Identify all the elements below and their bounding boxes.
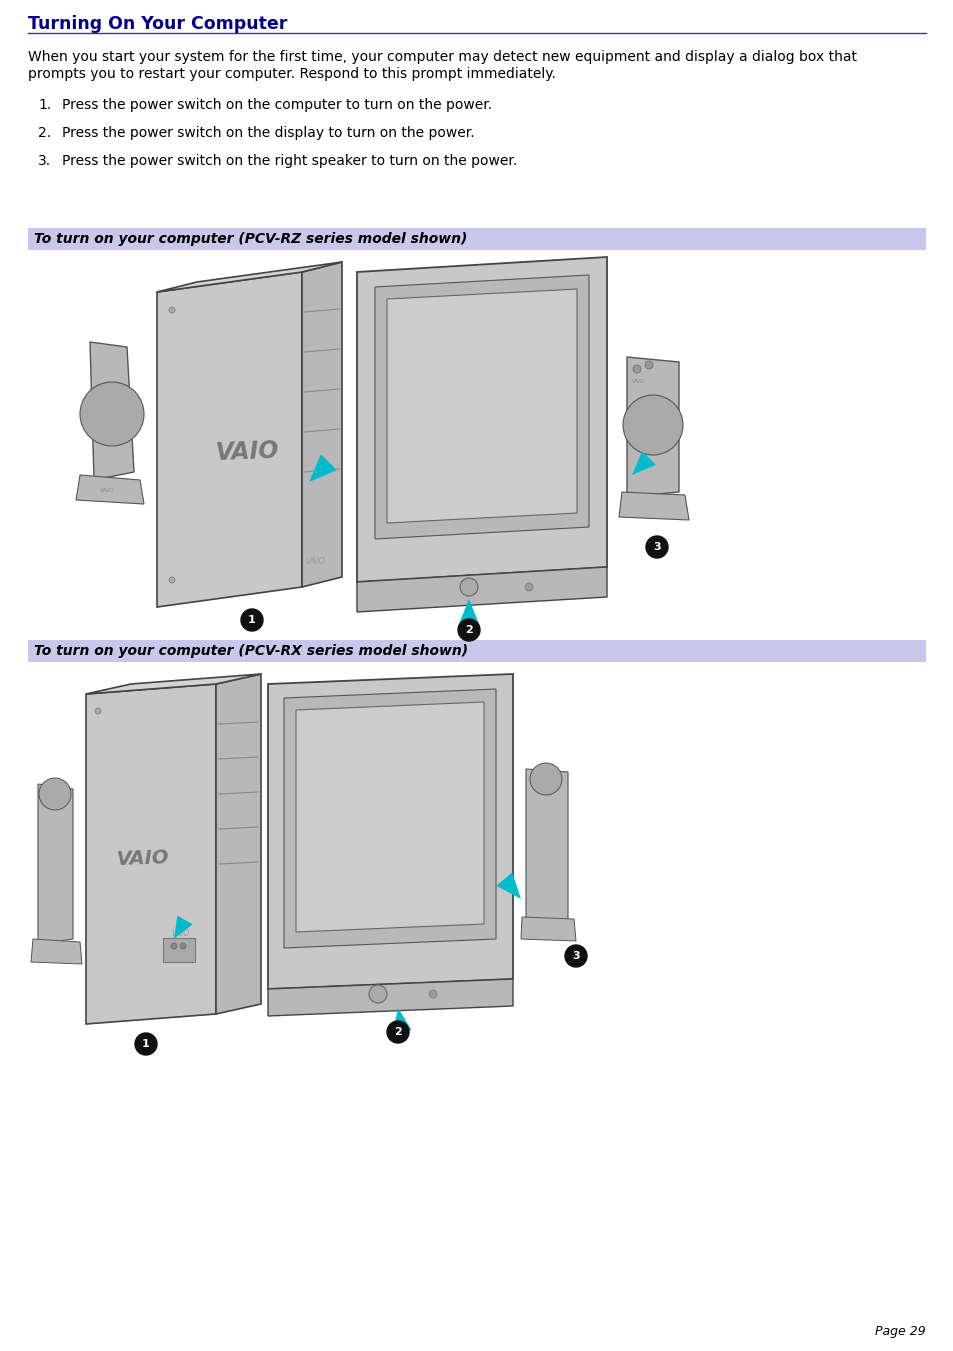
Circle shape (95, 708, 101, 713)
Polygon shape (626, 357, 679, 497)
Circle shape (369, 985, 387, 1002)
Circle shape (524, 584, 533, 590)
Circle shape (564, 944, 586, 967)
Bar (28, 228, 925, 250)
Text: 3.: 3. (38, 154, 51, 168)
Text: 2: 2 (465, 626, 473, 635)
Text: Press the power switch on the computer to turn on the power.: Press the power switch on the computer t… (62, 99, 492, 112)
Polygon shape (86, 684, 215, 1024)
Circle shape (622, 394, 682, 455)
Circle shape (135, 1034, 157, 1055)
Circle shape (429, 990, 436, 998)
Circle shape (457, 619, 479, 640)
Circle shape (241, 609, 263, 631)
Circle shape (530, 763, 561, 794)
Text: VAIO: VAIO (214, 439, 279, 465)
Text: VAIO: VAIO (305, 558, 325, 566)
Circle shape (80, 382, 144, 446)
Circle shape (387, 1021, 409, 1043)
Text: 1: 1 (248, 615, 255, 626)
Circle shape (644, 361, 652, 369)
Polygon shape (295, 703, 483, 932)
Polygon shape (284, 689, 496, 948)
FancyBboxPatch shape (163, 938, 194, 962)
Circle shape (645, 536, 667, 558)
Polygon shape (302, 262, 341, 586)
Circle shape (171, 943, 177, 948)
Circle shape (39, 778, 71, 811)
Circle shape (169, 307, 174, 313)
Text: 2.: 2. (38, 126, 51, 141)
Text: When you start your system for the first time, your computer may detect new equi: When you start your system for the first… (28, 50, 856, 63)
Polygon shape (30, 939, 82, 965)
Polygon shape (268, 674, 513, 989)
Polygon shape (387, 289, 577, 523)
Polygon shape (157, 262, 341, 292)
Text: VAIO: VAIO (116, 848, 170, 870)
Text: 3: 3 (572, 951, 579, 961)
Circle shape (169, 577, 174, 584)
Polygon shape (356, 567, 606, 612)
Polygon shape (76, 476, 144, 504)
Polygon shape (525, 769, 567, 921)
Polygon shape (375, 276, 588, 539)
Polygon shape (618, 492, 688, 520)
Text: Press the power switch on the right speaker to turn on the power.: Press the power switch on the right spea… (62, 154, 517, 168)
Text: VAIO: VAIO (631, 380, 644, 384)
Text: Page 29: Page 29 (874, 1325, 925, 1337)
Polygon shape (458, 598, 479, 626)
Text: To turn on your computer (PCV-RZ series model shown): To turn on your computer (PCV-RZ series … (34, 232, 467, 246)
Text: 1.: 1. (38, 99, 51, 112)
Polygon shape (393, 1008, 411, 1034)
Text: VAIO: VAIO (99, 488, 114, 493)
Polygon shape (38, 784, 73, 944)
Polygon shape (157, 272, 302, 607)
Text: 2: 2 (394, 1027, 401, 1038)
Polygon shape (90, 342, 133, 480)
Text: To turn on your computer (PCV-RX series model shown): To turn on your computer (PCV-RX series … (34, 644, 468, 658)
Polygon shape (215, 674, 261, 1015)
Text: 1: 1 (142, 1039, 150, 1048)
Circle shape (459, 578, 477, 596)
Polygon shape (496, 873, 520, 898)
Text: Turning On Your Computer: Turning On Your Computer (28, 15, 287, 32)
Polygon shape (520, 917, 576, 942)
Polygon shape (173, 916, 193, 939)
Text: Press the power switch on the display to turn on the power.: Press the power switch on the display to… (62, 126, 475, 141)
Text: prompts you to restart your computer. Respond to this prompt immediately.: prompts you to restart your computer. Re… (28, 68, 556, 81)
Polygon shape (268, 979, 513, 1016)
Text: VAIO: VAIO (171, 929, 189, 939)
Circle shape (180, 943, 186, 948)
Polygon shape (356, 257, 606, 582)
Circle shape (633, 365, 640, 373)
Polygon shape (86, 674, 261, 694)
Polygon shape (631, 451, 655, 476)
Bar (28, 640, 925, 662)
Text: 3: 3 (653, 542, 660, 553)
Polygon shape (309, 454, 336, 482)
